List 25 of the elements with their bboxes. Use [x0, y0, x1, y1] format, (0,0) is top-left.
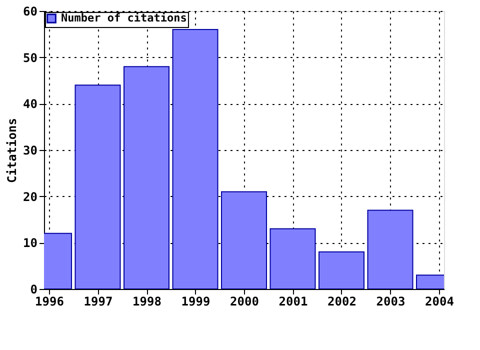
x-tick-label: 1996: [35, 294, 64, 308]
y-tick-label: 10: [23, 236, 38, 250]
y-tick-label: 40: [23, 97, 38, 112]
legend-label: Number of citations: [61, 12, 187, 24]
bar: [124, 66, 170, 289]
x-tick-label: 2003: [376, 294, 406, 308]
x-tick-label: 1998: [132, 294, 162, 308]
y-tick-label: 0: [30, 282, 38, 296]
x-tick-label: 2004: [425, 294, 454, 308]
x-tick-label: 2000: [230, 294, 259, 308]
x-tick-label: 2002: [328, 294, 356, 308]
y-axis-title: Citations: [5, 118, 20, 184]
x-tick-label: 2001: [278, 294, 308, 308]
bar: [74, 84, 121, 289]
y-tick-label: 30: [23, 144, 38, 158]
y-tick-label: 50: [23, 50, 38, 65]
bar: [367, 210, 414, 289]
bar: [318, 251, 364, 289]
bar: [172, 29, 218, 289]
y-tick-label: 60: [23, 4, 38, 18]
bar: [221, 191, 267, 289]
x-tick-label: 1997: [84, 294, 113, 308]
bar: [270, 228, 316, 289]
y-tick-label: 20: [23, 190, 38, 204]
x-tick-label: 1999: [181, 294, 210, 308]
